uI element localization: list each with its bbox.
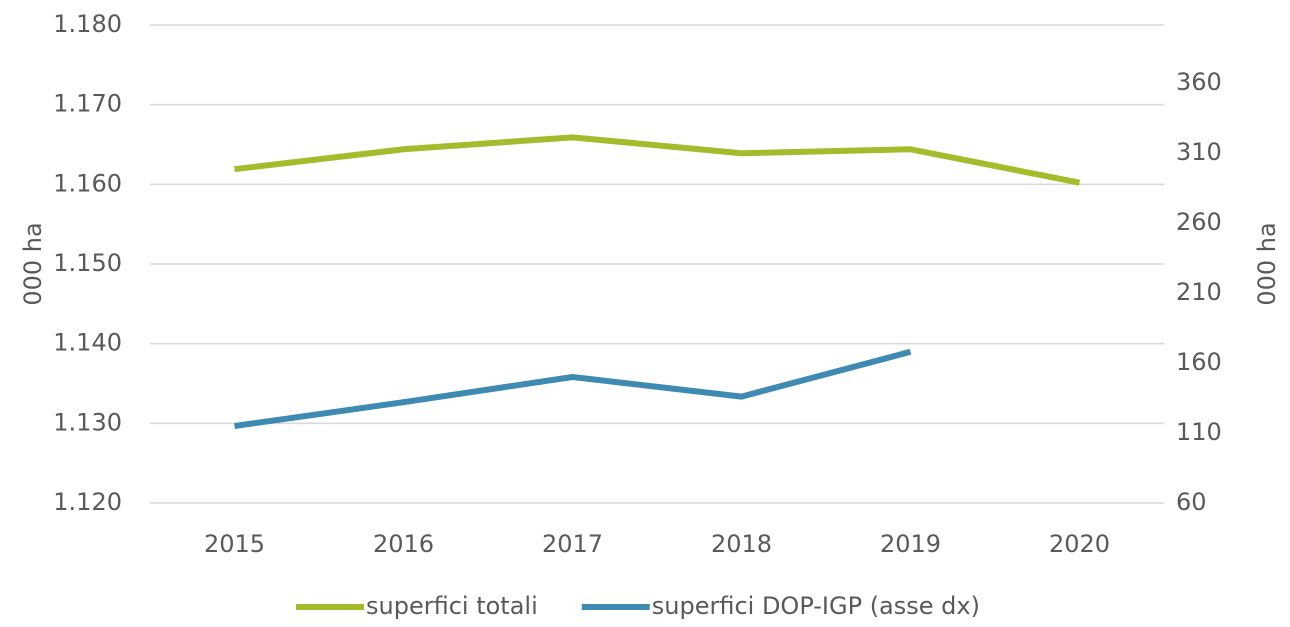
- x-tick-label: 2018: [711, 530, 772, 558]
- y2-tick-label: 60: [1176, 488, 1207, 516]
- y2-tick-label: 110: [1176, 418, 1222, 446]
- y2-tick-label: 260: [1176, 208, 1222, 236]
- legend-label: superfici DOP-IGP (asse dx): [652, 592, 980, 620]
- x-tick-label: 2019: [880, 530, 941, 558]
- y2-tick-label: 160: [1176, 348, 1222, 376]
- x-tick-label: 2015: [204, 530, 265, 558]
- y-tick-label: 1.130: [53, 408, 122, 436]
- x-tick-label: 2017: [542, 530, 603, 558]
- y-tick-label: 1.150: [53, 249, 122, 277]
- legend-label: superfici totali: [366, 592, 538, 620]
- y-tick-label: 1.140: [53, 329, 122, 357]
- x-tick-label: 2020: [1049, 530, 1110, 558]
- y-axis-title: 000 ha: [19, 222, 47, 305]
- y2-axis-title: 000 ha: [1253, 222, 1281, 305]
- y2-tick-label: 210: [1176, 278, 1222, 306]
- y-tick-label: 1.180: [53, 10, 122, 38]
- y-tick-label: 1.170: [53, 90, 122, 118]
- x-tick-label: 2016: [373, 530, 434, 558]
- y2-tick-label: 310: [1176, 138, 1222, 166]
- series-line: [234, 348, 912, 429]
- y-tick-label: 1.160: [53, 169, 122, 197]
- y-tick-label: 1.120: [53, 488, 122, 516]
- series-line: [234, 134, 1081, 186]
- y2-tick-label: 360: [1176, 68, 1222, 96]
